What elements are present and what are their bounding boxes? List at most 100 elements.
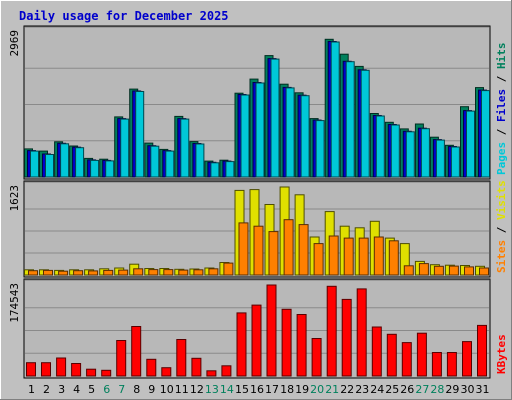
bar-kbytes-day-6 bbox=[101, 369, 112, 377]
x-tick-label-day-14: 14 bbox=[220, 383, 234, 396]
bar-sites-day-29 bbox=[448, 265, 459, 276]
bar-sites-day-4 bbox=[73, 270, 84, 276]
legend-2: Sites / Visits bbox=[495, 180, 508, 273]
bar-kbytes-day-22 bbox=[341, 298, 352, 377]
bar-sites-day-22 bbox=[343, 237, 354, 276]
bar-kbytes-day-20 bbox=[311, 338, 322, 377]
bar-kbytes-day-1 bbox=[26, 362, 36, 377]
bar-sites-day-11 bbox=[178, 269, 189, 276]
bar-kbytes-day-31 bbox=[477, 324, 487, 377]
x-tick-label-day-22: 22 bbox=[340, 383, 354, 396]
bar-kbytes-day-7 bbox=[116, 340, 127, 377]
bar-pages-day-25 bbox=[390, 124, 400, 178]
bar-kbytes-day-17 bbox=[266, 284, 277, 377]
bar-sites-day-5 bbox=[88, 270, 99, 276]
bar-sites-day-23 bbox=[358, 237, 369, 276]
x-tick-label-day-10: 10 bbox=[160, 383, 174, 396]
bar-pages-day-18 bbox=[285, 87, 295, 178]
bar-pages-day-14 bbox=[225, 161, 235, 178]
bar-sites-day-1 bbox=[28, 270, 38, 276]
bar-sites-day-24 bbox=[373, 236, 384, 276]
bar-sites-day-2 bbox=[43, 269, 53, 276]
x-tick-label-day-21: 21 bbox=[325, 383, 339, 396]
bar-kbytes-day-19 bbox=[296, 314, 307, 377]
legends: Pages / Files / Hits Sites / Visits KBytes bbox=[495, 43, 508, 375]
bar-kbytes-day-24 bbox=[371, 326, 382, 377]
legend-kbytes: KBytes bbox=[495, 334, 508, 374]
y-max-label-3: 174543 bbox=[8, 283, 21, 323]
x-tick-label-day-18: 18 bbox=[280, 383, 294, 396]
bar-sites-day-18 bbox=[283, 219, 294, 276]
bar-sites-day-19 bbox=[298, 224, 309, 276]
x-tick-label-day-1: 1 bbox=[28, 383, 35, 396]
bar-pages-day-4 bbox=[75, 147, 85, 178]
legend-sites: Sites bbox=[495, 240, 508, 273]
bar-sites-day-8 bbox=[133, 268, 144, 276]
x-tick-label-day-8: 8 bbox=[133, 383, 140, 396]
x-tick-label-day-24: 24 bbox=[370, 383, 384, 396]
bar-pages-day-7 bbox=[120, 118, 130, 178]
bar-marks bbox=[24, 38, 490, 377]
bar-sites-day-12 bbox=[193, 269, 204, 276]
bar-kbytes-day-29 bbox=[446, 352, 457, 377]
x-tick-label-day-3: 3 bbox=[58, 383, 65, 396]
bar-pages-day-23 bbox=[360, 69, 370, 178]
bar-sites-day-28 bbox=[433, 265, 444, 276]
bar-kbytes-day-18 bbox=[281, 308, 292, 377]
bar-sites-day-7 bbox=[118, 269, 129, 276]
bar-pages-day-22 bbox=[345, 61, 355, 178]
bar-sites-day-16 bbox=[253, 225, 264, 276]
legend-pages: Pages bbox=[495, 142, 508, 175]
bar-kbytes-day-13 bbox=[206, 370, 217, 377]
legend-hits: Hits bbox=[495, 43, 508, 70]
bar-pages-day-21 bbox=[330, 41, 340, 178]
bar-pages-day-27 bbox=[420, 128, 430, 178]
x-tick-label-day-30: 30 bbox=[461, 383, 475, 396]
bar-sites-day-15 bbox=[238, 222, 249, 276]
bar-pages-day-3 bbox=[60, 143, 70, 178]
x-tick-label-day-5: 5 bbox=[88, 383, 95, 396]
bar-kbytes-day-5 bbox=[86, 368, 97, 377]
y-max-label-1: 2969 bbox=[8, 30, 21, 57]
bar-kbytes-day-10 bbox=[161, 367, 172, 377]
bar-pages-day-6 bbox=[105, 160, 115, 178]
x-tick-label-day-29: 29 bbox=[445, 383, 459, 396]
bar-sites-day-20 bbox=[313, 243, 324, 276]
bar-pages-day-10 bbox=[165, 150, 175, 178]
legend-3: KBytes bbox=[495, 334, 508, 374]
chart-title: Daily usage for December 2025 bbox=[19, 9, 229, 23]
bar-pages-day-29 bbox=[450, 146, 460, 178]
bar-kbytes-day-28 bbox=[431, 352, 442, 377]
bar-sites-day-13 bbox=[208, 268, 219, 276]
bar-pages-day-16 bbox=[255, 82, 265, 178]
bar-kbytes-day-21 bbox=[326, 285, 337, 377]
bar-sites-day-14 bbox=[223, 262, 234, 276]
bar-kbytes-day-27 bbox=[416, 332, 427, 377]
bar-sites-day-10 bbox=[163, 269, 174, 276]
bar-pages-day-28 bbox=[435, 139, 445, 178]
x-tick-label-day-25: 25 bbox=[385, 383, 399, 396]
x-tick-label-day-16: 16 bbox=[250, 383, 264, 396]
bar-kbytes-day-2 bbox=[41, 362, 51, 377]
x-tick-label-day-4: 4 bbox=[73, 383, 80, 396]
bar-kbytes-day-12 bbox=[191, 357, 202, 377]
bar-pages-day-1 bbox=[30, 150, 39, 178]
y-max-label-2: 1623 bbox=[8, 185, 21, 212]
x-tick-label-day-13: 13 bbox=[205, 383, 219, 396]
bar-kbytes-day-11 bbox=[176, 339, 187, 377]
bar-kbytes-day-26 bbox=[401, 342, 412, 377]
bar-pages-day-5 bbox=[90, 159, 100, 178]
bar-sites-day-17 bbox=[268, 231, 279, 276]
legend-separator: / bbox=[495, 220, 508, 240]
x-tick-label-day-19: 19 bbox=[295, 383, 309, 396]
x-tick-label-day-20: 20 bbox=[310, 383, 324, 396]
bar-sites-day-3 bbox=[58, 270, 69, 276]
bar-kbytes-day-9 bbox=[146, 358, 157, 377]
bar-pages-day-30 bbox=[466, 110, 475, 178]
bar-sites-day-26 bbox=[403, 265, 414, 276]
legend-separator: / bbox=[495, 69, 508, 89]
x-tick-label-day-9: 9 bbox=[148, 383, 155, 396]
x-tick-label-day-15: 15 bbox=[235, 383, 249, 396]
bar-sites-day-27 bbox=[418, 263, 429, 276]
x-tick-label-day-7: 7 bbox=[118, 383, 125, 396]
